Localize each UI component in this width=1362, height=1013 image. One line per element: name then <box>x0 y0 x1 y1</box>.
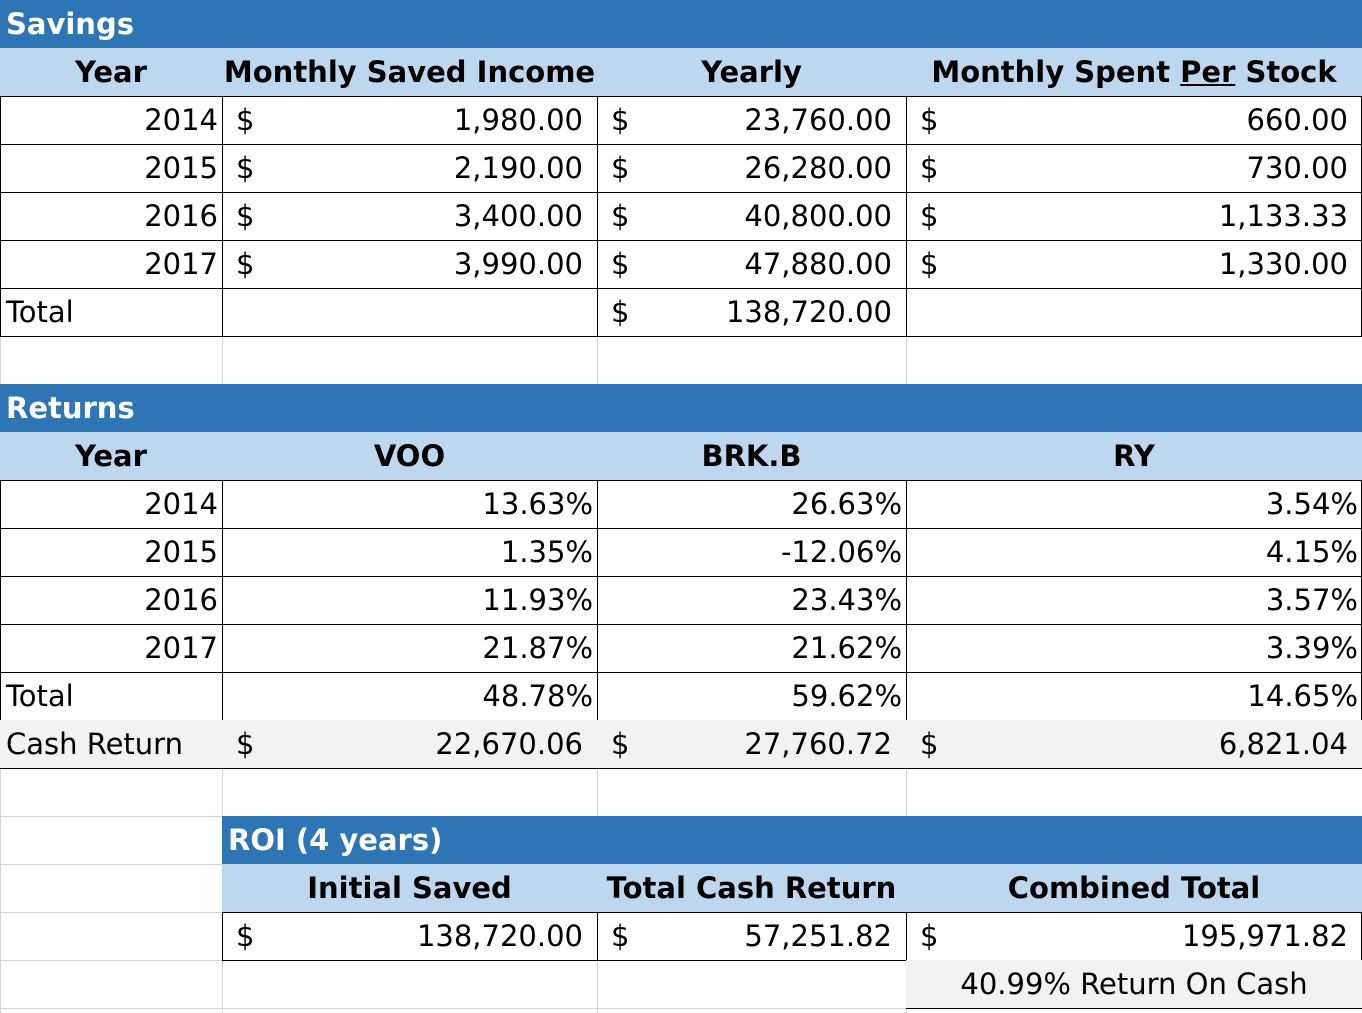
returns-total-brk[interactable]: 59.62% <box>791 679 902 713</box>
savings-header-yearly[interactable]: Yearly <box>597 48 906 96</box>
returns-voo-2014[interactable]: 13.63% <box>482 487 593 521</box>
savings-per-stock-2017[interactable]: $1,330.00 <box>920 247 1348 281</box>
savings-yearly-2014[interactable]: $23,760.00 <box>611 103 892 137</box>
savings-year-2014[interactable]: 2014 <box>144 103 218 137</box>
return-on-cash-note[interactable]: 40.99% Return On Cash <box>906 960 1362 1008</box>
savings-year-2015[interactable]: 2015 <box>144 151 218 185</box>
savings-per-stock-2014[interactable]: $660.00 <box>920 103 1348 137</box>
savings-total-label[interactable]: Total <box>6 295 74 329</box>
savings-per-stock-2015[interactable]: $730.00 <box>920 151 1348 185</box>
returns-header-ry[interactable]: RY <box>906 432 1362 480</box>
returns-voo-2015[interactable]: 1.35% <box>500 535 593 569</box>
returns-voo-2017[interactable]: 21.87% <box>482 631 593 665</box>
returns-brk-2014[interactable]: 26.63% <box>791 487 902 521</box>
roi-total-cash-return[interactable]: $57,251.82 <box>611 919 892 953</box>
returns-total-label[interactable]: Total <box>6 679 74 713</box>
returns-header-year[interactable]: Year <box>0 432 222 480</box>
savings-year-2017[interactable]: 2017 <box>144 247 218 281</box>
returns-title[interactable]: Returns <box>0 384 1362 432</box>
savings-year-2016[interactable]: 2016 <box>144 199 218 233</box>
returns-header-brk-b[interactable]: BRK.B <box>597 432 906 480</box>
roi-combined-total[interactable]: $195,971.82 <box>920 919 1348 953</box>
cash-return-ry[interactable]: $6,821.04 <box>906 720 1362 768</box>
savings-header-monthly-saved-income[interactable]: Monthly Saved Income <box>222 48 597 96</box>
returns-year-2014[interactable]: 2014 <box>144 487 218 521</box>
returns-brk-2016[interactable]: 23.43% <box>791 583 902 617</box>
savings-monthly-2016[interactable]: $3,400.00 <box>236 199 583 233</box>
savings-monthly-2014[interactable]: $1,980.00 <box>236 103 583 137</box>
roi-initial-saved[interactable]: $138,720.00 <box>236 919 583 953</box>
savings-header-monthly-spent-per-stock[interactable]: Monthly Spent Per Stock <box>906 48 1362 96</box>
returns-total-voo[interactable]: 48.78% <box>482 679 593 713</box>
savings-per-stock-2016[interactable]: $1,133.33 <box>920 199 1348 233</box>
roi-header-total-cash-return[interactable]: Total Cash Return <box>597 864 906 912</box>
returns-brk-2017[interactable]: 21.62% <box>791 631 902 665</box>
roi-header-combined-total[interactable]: Combined Total <box>906 864 1362 912</box>
savings-monthly-2017[interactable]: $3,990.00 <box>236 247 583 281</box>
returns-brk-2015[interactable]: -12.06% <box>780 535 902 569</box>
roi-header-initial-saved[interactable]: Initial Saved <box>222 864 597 912</box>
returns-ry-2015[interactable]: 4.15% <box>1265 535 1358 569</box>
savings-total-yearly[interactable]: $138,720.00 <box>611 295 892 329</box>
returns-total-ry[interactable]: 14.65% <box>1247 679 1358 713</box>
returns-year-2016[interactable]: 2016 <box>144 583 218 617</box>
savings-monthly-2015[interactable]: $2,190.00 <box>236 151 583 185</box>
returns-voo-2016[interactable]: 11.93% <box>482 583 593 617</box>
cash-return-brk[interactable]: $27,760.72 <box>597 720 906 768</box>
returns-ry-2014[interactable]: 3.54% <box>1265 487 1358 521</box>
returns-ry-2017[interactable]: 3.39% <box>1265 631 1358 665</box>
cash-return-label[interactable]: Cash Return <box>0 720 222 768</box>
savings-title[interactable]: Savings <box>0 0 1362 48</box>
cash-return-voo[interactable]: $22,670.06 <box>222 720 597 768</box>
roi-title[interactable]: ROI (4 years) <box>222 816 1362 864</box>
savings-yearly-2016[interactable]: $40,800.00 <box>611 199 892 233</box>
savings-yearly-2017[interactable]: $47,880.00 <box>611 247 892 281</box>
savings-yearly-2015[interactable]: $26,280.00 <box>611 151 892 185</box>
returns-year-2017[interactable]: 2017 <box>144 631 218 665</box>
savings-header-year[interactable]: Year <box>0 48 222 96</box>
returns-header-voo[interactable]: VOO <box>222 432 597 480</box>
returns-year-2015[interactable]: 2015 <box>144 535 218 569</box>
returns-ry-2016[interactable]: 3.57% <box>1265 583 1358 617</box>
